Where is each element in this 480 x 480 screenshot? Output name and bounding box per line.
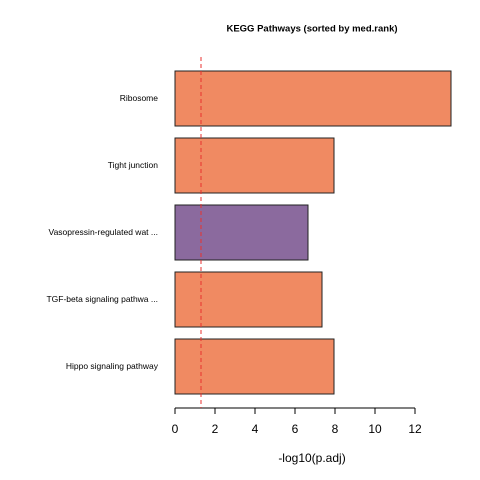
chart-title: KEGG Pathways (sorted by med.rank) [226,24,397,35]
x-tick-label: 10 [368,422,382,436]
x-tick-label: 4 [252,422,259,436]
x-tick-label: 0 [172,422,179,436]
category-label: Ribosome [120,93,159,103]
bar [174,338,335,395]
category-label: Tight junction [108,160,159,170]
category-label: Hippo signaling pathway [66,361,159,371]
x-tick-label: 8 [332,422,339,436]
bar [174,70,452,127]
bar [174,137,335,194]
bar [174,271,323,328]
category-label: Vasopressin-regulated wat ... [49,227,158,237]
category-label: TGF-beta signaling pathwa ... [46,294,158,304]
x-tick-label: 2 [212,422,219,436]
x-tick-label: 6 [292,422,299,436]
x-axis-label: -log10(p.adj) [278,451,345,465]
x-tick-label: 12 [408,422,422,436]
bar [174,204,309,261]
